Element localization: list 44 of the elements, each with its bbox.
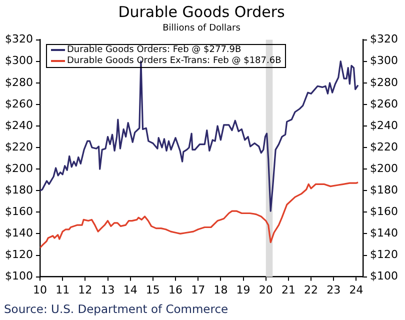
y2-tick-label: $300 xyxy=(370,54,398,68)
x-tick-label: 18 xyxy=(214,283,228,296)
y-tick-label: $200 xyxy=(4,162,33,175)
y2-tick-label: $100 xyxy=(370,270,398,283)
y2-tick-label: $180 xyxy=(370,183,398,196)
x-tick-label: 20 xyxy=(258,283,273,296)
y-tick-label: $280 xyxy=(4,76,33,89)
y-tick-label: $240 xyxy=(4,118,33,132)
y2-tick-label: $140 xyxy=(370,226,398,240)
y-tick-label: $320 xyxy=(4,32,33,46)
x-tick-label: 24 xyxy=(349,283,364,296)
x-tick-label: 13 xyxy=(100,283,115,296)
y2-tick-label: $240 xyxy=(370,118,398,132)
y-tick-label: $180 xyxy=(4,183,33,196)
legend-label: Durable Goods Orders: Feb @ $277.9B xyxy=(66,45,242,56)
y-tick-label: $300 xyxy=(4,54,33,68)
x-tick-label: 12 xyxy=(78,283,92,296)
y2-tick-label: $200 xyxy=(370,162,398,175)
y-tick-label: $100 xyxy=(4,270,33,283)
y-tick-label: $220 xyxy=(4,140,33,154)
x-tick-label: 21 xyxy=(281,283,296,296)
y2-tick-label: $220 xyxy=(370,140,398,154)
x-tick-label: 14 xyxy=(123,283,138,296)
x-tick-label: 11 xyxy=(56,283,70,296)
x-tick-label: 17 xyxy=(191,283,206,296)
x-tick-label: 15 xyxy=(146,283,160,296)
y-tick-label: $140 xyxy=(4,226,33,240)
y2-tick-label: $320 xyxy=(370,32,398,46)
x-tick-label: 19 xyxy=(236,283,250,296)
y-tick-label: $160 xyxy=(4,205,33,218)
x-tick-label: 10 xyxy=(32,283,47,296)
y-tick-label: $120 xyxy=(4,248,33,262)
chart-subtitle: Billions of Dollars xyxy=(162,24,241,34)
y2-tick-label: $280 xyxy=(370,76,398,89)
chart-title: Durable Goods Orders xyxy=(118,2,285,21)
y2-tick-label: $260 xyxy=(370,97,398,110)
y2-tick-label: $160 xyxy=(370,205,398,218)
legend-label: Durable Goods Orders Ex-Trans: Feb @ $187.6B xyxy=(66,56,282,67)
y2-tick-label: $120 xyxy=(370,248,398,262)
y-tick-label: $260 xyxy=(4,97,33,110)
x-tick-label: 22 xyxy=(304,283,318,296)
x-tick-label: 16 xyxy=(168,283,183,296)
source-note: Source: U.S. Department of Commerce xyxy=(4,302,228,316)
x-tick-label: 23 xyxy=(326,283,341,296)
